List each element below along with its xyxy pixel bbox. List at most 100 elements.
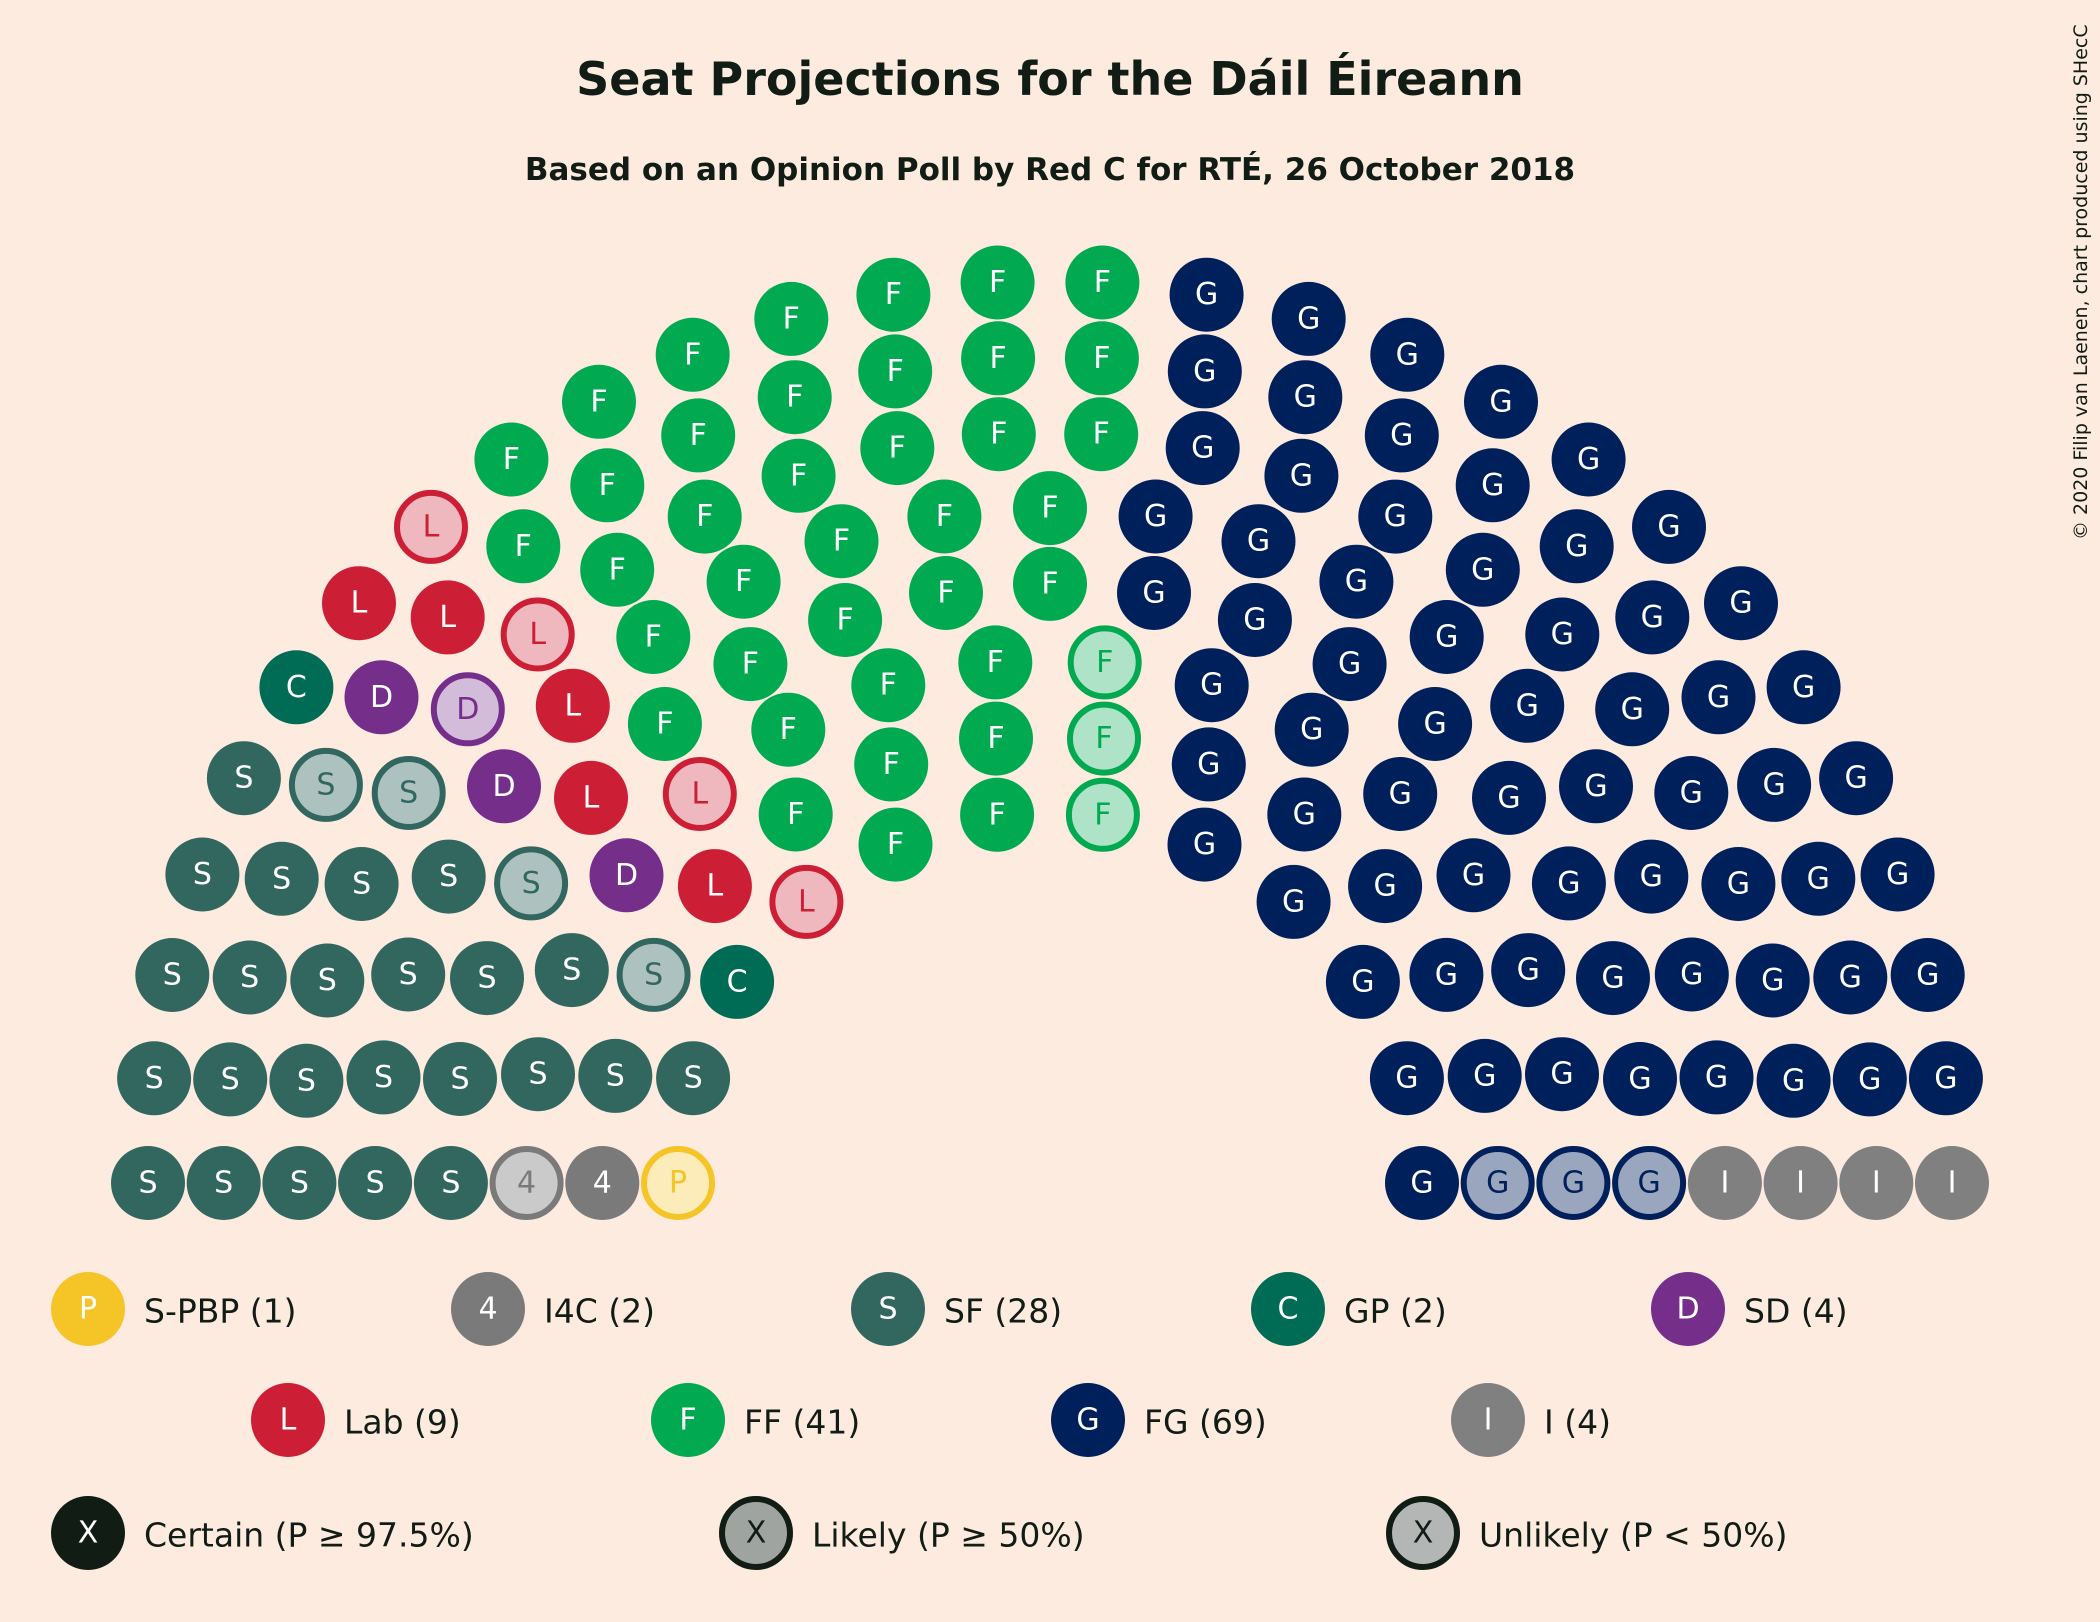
seat-sf-23-letter: S xyxy=(234,761,253,796)
seat-lab-7: L xyxy=(500,597,575,672)
seat-sf-25-circle xyxy=(616,937,691,1012)
seat-fg-53-letter: G xyxy=(1601,961,1624,996)
seat-fg-64-letter: G xyxy=(1858,1062,1881,1097)
seat-ff-36-letter: F xyxy=(1094,265,1111,300)
seat-fg-57-letter: G xyxy=(1839,960,1862,995)
seat-sf-25-letter: S xyxy=(644,957,663,992)
seat-lab-7-circle xyxy=(500,597,575,672)
seat-sf-26-circle xyxy=(288,747,363,822)
seat-sf-3: S xyxy=(262,1146,337,1220)
seat-ff-34: F xyxy=(1013,471,1087,546)
seat-lab-8-letter: L xyxy=(691,777,708,812)
seat-fg-41-circle xyxy=(1766,650,1841,725)
seat-sf-15-circle xyxy=(290,943,365,1018)
seat-gp-1-circle xyxy=(700,944,775,1019)
seat-sd-3-letter: D xyxy=(615,858,638,893)
seat-fg-51-circle xyxy=(1781,841,1856,916)
seat-sf-11: S xyxy=(501,1037,575,1112)
seat-fg-58-letter: G xyxy=(1473,1058,1496,1093)
seat-sd-3: D xyxy=(589,838,664,913)
seat-fg-14: G xyxy=(1167,807,1242,882)
seat-fg-49-circle xyxy=(1491,933,1566,1008)
seat-fg-56-letter: G xyxy=(1761,963,1784,998)
seat-fg-11: G xyxy=(1217,583,1292,657)
seat-fg-51: G xyxy=(1781,841,1856,916)
seat-ff-37-letter: F xyxy=(1093,341,1110,376)
seat-ff-10: F xyxy=(751,692,826,767)
seat-fg-47-circle xyxy=(1614,839,1689,914)
seat-lab-7-letter: L xyxy=(529,617,546,652)
legend-ff-swatch: F xyxy=(651,1383,725,1457)
seat-sf-18: S xyxy=(165,837,240,912)
seat-fg-46-circle xyxy=(1409,937,1484,1012)
seat-ff-34-letter: F xyxy=(1041,491,1058,526)
seat-fg-49-letter: G xyxy=(1517,953,1540,988)
seat-fg-39-circle xyxy=(1559,749,1633,824)
seat-fg-10-circle xyxy=(1264,438,1339,513)
seat-fg-26: G xyxy=(1539,509,1614,584)
seat-fg-52-letter: G xyxy=(1886,857,1909,892)
seat-fg-32-circle xyxy=(1490,668,1565,743)
legend-i-swatch: I xyxy=(1451,1383,1525,1457)
legend-gp-swatch-circle xyxy=(1251,1272,1325,1346)
seat-fg-63: G xyxy=(1756,1043,1831,1118)
seat-s-pbp-1-circle xyxy=(641,1146,715,1220)
legend-unlikely-label: Unlikely (P < 50%) xyxy=(1479,1516,1787,1555)
seat-ff-23: F xyxy=(860,411,935,486)
seat-fg-23-circle xyxy=(1445,532,1520,607)
seat-fg-30: G xyxy=(1525,597,1600,672)
seat-fg-62: G xyxy=(1679,1040,1754,1115)
seat-sf-6-letter: S xyxy=(145,1061,164,1096)
seat-ff-21-circle xyxy=(851,648,926,723)
seat-fg-42-circle xyxy=(1325,944,1400,1019)
seat-fg-43: G xyxy=(1654,756,1729,830)
seat-fg-36-letter: G xyxy=(1497,780,1520,815)
legend-lab-swatch-letter: L xyxy=(280,1403,297,1438)
seat-fg-34-circle xyxy=(1348,849,1423,924)
seat-fg-20-circle xyxy=(1274,692,1349,767)
seat-ff-25-circle xyxy=(856,257,931,332)
seat-fg-24-circle xyxy=(1409,600,1484,674)
seat-fg-40-circle xyxy=(1436,838,1511,913)
seat-fg-67-circle xyxy=(1460,1146,1535,1220)
chart-subtitle: Based on an Opinion Poll by Red C for RT… xyxy=(524,152,1576,188)
seat-ff-8: F xyxy=(562,364,636,439)
seat-fg-61: G xyxy=(1603,1042,1677,1116)
seat-fg-34: G xyxy=(1348,849,1423,924)
seat-ff-38-circle xyxy=(1064,397,1139,472)
seat-fg-15-circle xyxy=(1364,398,1439,473)
seat-fg-52-circle xyxy=(1860,837,1935,912)
seat-sd-3-circle xyxy=(589,838,664,913)
seat-fg-22-circle xyxy=(1267,777,1342,852)
seat-fg-8-letter: G xyxy=(1247,524,1270,559)
legend-sf-swatch: S xyxy=(851,1272,925,1346)
seat-fg-58: G xyxy=(1447,1038,1522,1113)
legend-likely-swatch: X xyxy=(719,1496,793,1570)
seat-fg-3: G xyxy=(1117,556,1191,630)
seat-ff-25: F xyxy=(856,257,931,332)
seat-fg-14-circle xyxy=(1167,807,1242,882)
seat-ff-41-circle xyxy=(1065,777,1140,852)
seat-ff-17-circle xyxy=(808,583,883,657)
seat-ff-1-letter: F xyxy=(656,707,673,742)
legend-fg-label: FG (69) xyxy=(1144,1403,1267,1442)
seat-ff-38-letter: F xyxy=(1093,417,1110,452)
seat-fg-65-letter: G xyxy=(1934,1061,1957,1096)
legend-likely-swatch-circle xyxy=(719,1496,793,1570)
seat-ff-35: F xyxy=(1013,546,1087,621)
seat-ff-31: F xyxy=(961,397,1036,472)
seat-fg-33-letter: G xyxy=(1641,600,1664,635)
seat-fg-13-letter: G xyxy=(1396,337,1419,372)
seat-sf-27-circle xyxy=(494,846,569,921)
seat-gp-2: C xyxy=(259,650,334,725)
seat-ff-29: F xyxy=(959,701,1033,776)
seat-lab-2: L xyxy=(554,760,628,835)
seat-ff-17-letter: F xyxy=(836,603,853,638)
seat-fg-16-letter: G xyxy=(1345,564,1368,599)
seat-sf-11-letter: S xyxy=(528,1057,547,1092)
seat-fg-37-circle xyxy=(1595,672,1670,747)
seat-fg-40: G xyxy=(1436,838,1511,913)
seat-sd-2: D xyxy=(467,749,541,824)
legend-certain-swatch-circle xyxy=(51,1496,125,1570)
seat-i4c-2: 4 xyxy=(489,1146,564,1220)
